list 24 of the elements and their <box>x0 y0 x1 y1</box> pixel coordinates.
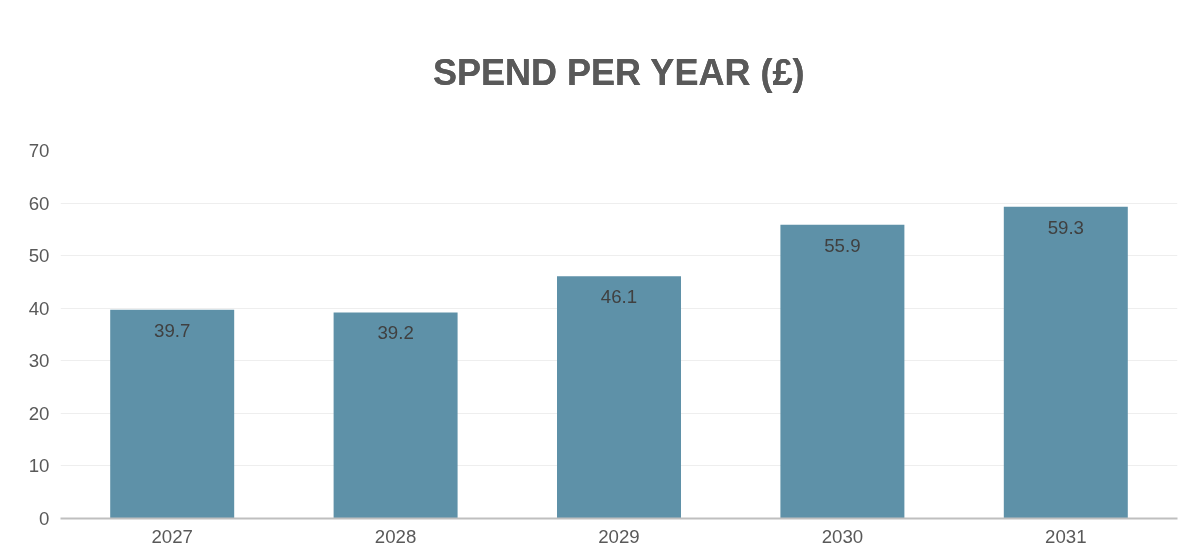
y-tick-label: 0 <box>39 508 50 529</box>
x-tick-label: 2028 <box>374 525 417 547</box>
data-label: 59.3 <box>1047 216 1084 238</box>
chart-title: SPEND PER YEAR (£) <box>432 51 805 93</box>
y-tick-label: 60 <box>28 192 50 214</box>
x-tick-label: 2031 <box>1045 525 1087 547</box>
y-tick-label: 70 <box>28 140 50 161</box>
data-label: 39.7 <box>154 319 191 341</box>
bar <box>780 224 905 519</box>
data-label: 55.9 <box>824 234 861 256</box>
data-label: 46.1 <box>600 286 638 308</box>
bar <box>110 309 235 519</box>
x-tick-label: 2027 <box>151 525 193 547</box>
y-tick-label: 30 <box>28 350 50 372</box>
x-tick-label: 2030 <box>821 525 864 547</box>
x-tick-label: 2029 <box>598 525 640 547</box>
bar <box>333 312 458 519</box>
y-tick-label: 10 <box>28 455 50 477</box>
y-tick-label: 50 <box>28 245 50 267</box>
data-label: 39.2 <box>377 322 414 344</box>
y-tick-label: 20 <box>28 402 50 424</box>
bar <box>557 276 681 519</box>
bar <box>1003 206 1128 519</box>
y-tick-label: 40 <box>28 297 50 319</box>
